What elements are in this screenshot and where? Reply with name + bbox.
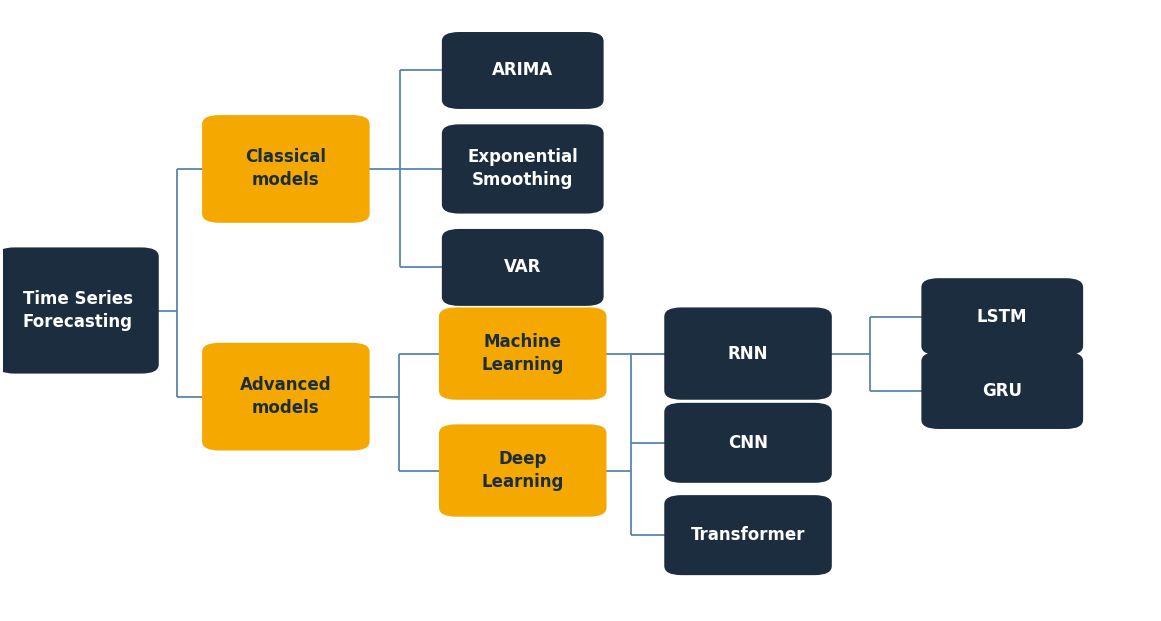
FancyBboxPatch shape xyxy=(922,352,1083,429)
FancyBboxPatch shape xyxy=(664,403,831,483)
FancyBboxPatch shape xyxy=(664,495,831,575)
Text: Classical
models: Classical models xyxy=(245,148,326,189)
Text: Exponential
Smoothing: Exponential Smoothing xyxy=(468,148,578,189)
FancyBboxPatch shape xyxy=(664,307,831,400)
FancyBboxPatch shape xyxy=(442,124,604,214)
Text: Machine
Learning: Machine Learning xyxy=(482,333,564,374)
Text: Time Series
Forecasting: Time Series Forecasting xyxy=(23,290,132,331)
Text: ARIMA: ARIMA xyxy=(492,61,554,79)
Text: RNN: RNN xyxy=(728,345,769,363)
Text: Deep
Learning: Deep Learning xyxy=(482,450,564,491)
Text: VAR: VAR xyxy=(504,258,541,276)
FancyBboxPatch shape xyxy=(202,115,369,223)
FancyBboxPatch shape xyxy=(922,278,1083,355)
Text: LSTM: LSTM xyxy=(978,307,1027,325)
Text: GRU: GRU xyxy=(982,381,1022,399)
FancyBboxPatch shape xyxy=(442,32,604,109)
Text: Advanced
models: Advanced models xyxy=(240,376,332,417)
FancyBboxPatch shape xyxy=(202,343,369,450)
FancyBboxPatch shape xyxy=(439,424,606,517)
FancyBboxPatch shape xyxy=(442,229,604,306)
Text: Transformer: Transformer xyxy=(691,526,806,544)
FancyBboxPatch shape xyxy=(0,247,159,374)
Text: CNN: CNN xyxy=(728,434,769,452)
FancyBboxPatch shape xyxy=(439,307,606,400)
